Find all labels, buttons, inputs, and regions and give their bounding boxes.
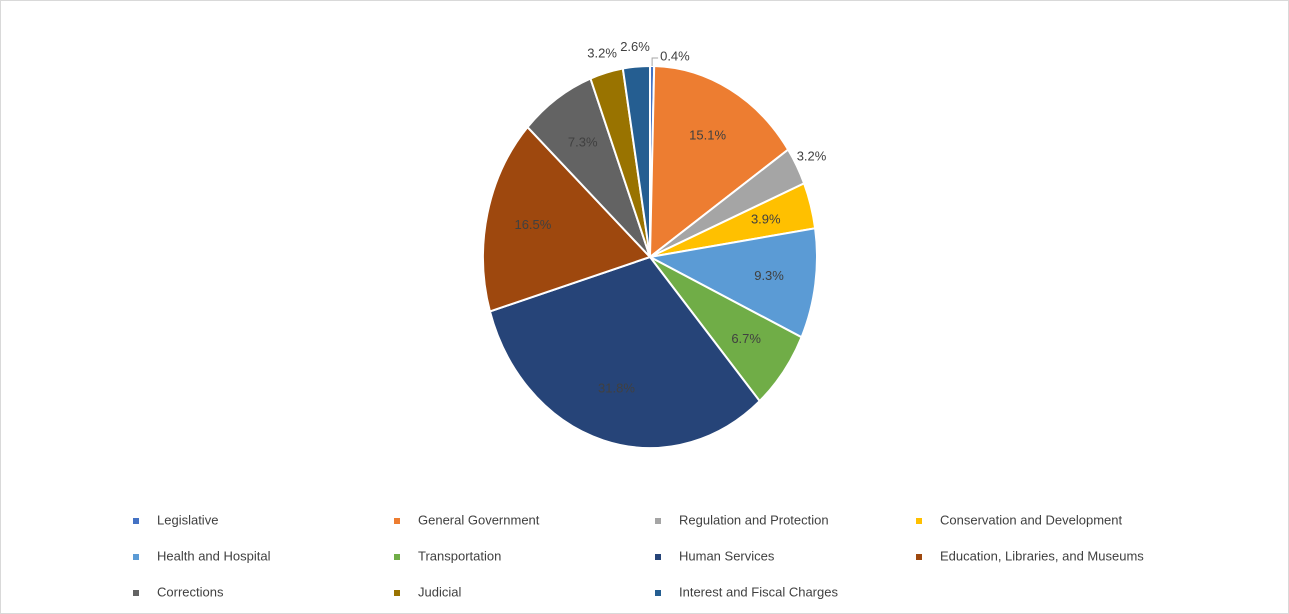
- pie-slice: [482, 125, 652, 313]
- legend-label: Judicial: [418, 584, 461, 599]
- legend-label: Transportation: [418, 548, 501, 563]
- legend-label: Conservation and Development: [940, 512, 1122, 527]
- data-label: 16.5%: [514, 217, 551, 232]
- data-label: 3.2%: [797, 148, 827, 163]
- pie-slice: [648, 65, 790, 260]
- legend-swatch: [655, 554, 661, 560]
- legend-swatch: [133, 518, 139, 524]
- legend-label: Health and Hospital: [157, 548, 271, 563]
- data-label: 9.3%: [754, 268, 784, 283]
- pie-slice: [621, 64, 651, 258]
- legend-label: Corrections: [157, 584, 224, 599]
- legend-label: Legislative: [157, 512, 218, 527]
- legend-swatch: [916, 518, 922, 524]
- data-labels: 0.4% 15.1% 3.2% 3.9% 9.3% 6.7% 31.8% 16.5% 7.3% 3…: [514, 39, 826, 395]
- legend-swatch: [133, 590, 139, 596]
- legend-swatch: [394, 518, 400, 524]
- leader-line: [651, 57, 659, 67]
- legend-swatch: [133, 554, 139, 560]
- pie: [482, 64, 818, 449]
- data-label: 3.2%: [587, 46, 617, 61]
- data-label: 0.4%: [660, 48, 690, 63]
- pie-slice: [646, 227, 818, 339]
- legend-label: Interest and Fiscal Charges: [679, 584, 838, 599]
- legend-swatch: [655, 518, 661, 524]
- pie-slice: [488, 255, 761, 449]
- data-label: 3.9%: [751, 211, 781, 226]
- legend-label: Education, Libraries, and Museums: [940, 548, 1144, 563]
- legend-label: Regulation and Protection: [679, 512, 829, 527]
- legend-swatch: [916, 554, 922, 560]
- legend: Legislative General Government Regulation …: [133, 512, 1144, 599]
- data-label: 31.8%: [598, 380, 635, 395]
- legend-label: Human Services: [679, 548, 775, 563]
- legend-swatch: [394, 554, 400, 560]
- legend-swatch: [394, 590, 400, 596]
- data-label: 7.3%: [568, 134, 598, 149]
- data-label: 15.1%: [689, 128, 726, 143]
- data-label: 2.6%: [620, 39, 650, 54]
- legend-swatch: [655, 590, 661, 596]
- legend-label: General Government: [418, 512, 540, 527]
- data-label: 6.7%: [731, 331, 761, 346]
